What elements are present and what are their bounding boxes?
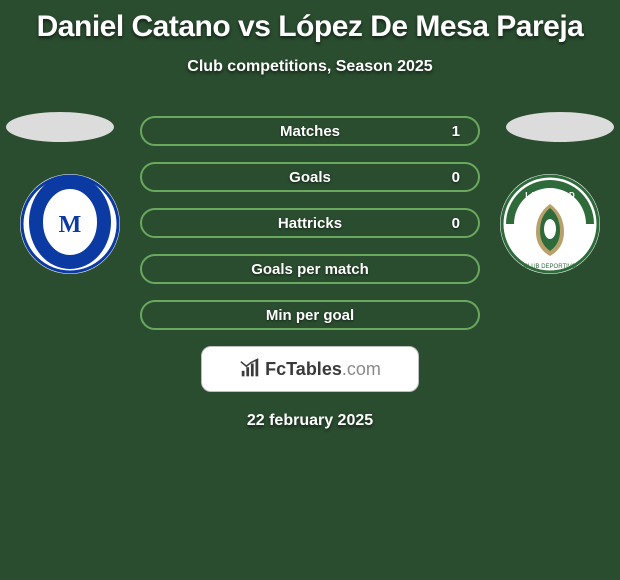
stat-label: Goals per match: [251, 261, 369, 278]
svg-text:CLUB DEPORTIVO: CLUB DEPORTIVO: [524, 264, 577, 270]
brand-name: FcTables: [265, 359, 342, 379]
stat-label: Goals: [289, 169, 331, 186]
comparison-content: M LA EQUIDAD CLUB DEPORTIVO Matches 1 Go…: [0, 116, 620, 430]
svg-text:LA EQUIDAD: LA EQUIDAD: [525, 191, 575, 200]
la-equidad-logo-icon: LA EQUIDAD CLUB DEPORTIVO: [500, 174, 600, 274]
team-badge-left: M: [20, 174, 120, 274]
page-title: Daniel Catano vs López De Mesa Pareja: [0, 0, 620, 44]
brand-suffix: .com: [342, 359, 381, 379]
svg-text:M: M: [59, 212, 82, 238]
stat-label: Matches: [280, 123, 340, 140]
stat-row-goals: Goals 0: [140, 162, 480, 192]
stat-row-hattricks: Hattricks 0: [140, 208, 480, 238]
stats-pills: Matches 1 Goals 0 Hattricks 0 Goals per …: [140, 116, 480, 330]
team-badge-right: LA EQUIDAD CLUB DEPORTIVO: [500, 174, 600, 274]
player-left-ellipse: [6, 112, 114, 142]
stat-value: 1: [452, 123, 460, 140]
date-text: 22 february 2025: [0, 412, 620, 430]
stat-row-matches: Matches 1: [140, 116, 480, 146]
millonarios-logo-icon: M: [20, 174, 120, 274]
chart-bars-icon: [239, 358, 261, 380]
stat-value: 0: [452, 169, 460, 186]
player-right-ellipse: [506, 112, 614, 142]
stat-label: Hattricks: [278, 215, 342, 232]
fctables-brand: FcTables.com: [201, 346, 419, 392]
stat-label: Min per goal: [266, 307, 354, 324]
subtitle: Club competitions, Season 2025: [0, 58, 620, 76]
stat-row-min-per-goal: Min per goal: [140, 300, 480, 330]
brand-text: FcTables.com: [265, 359, 381, 380]
stat-value: 0: [452, 215, 460, 232]
stat-row-goals-per-match: Goals per match: [140, 254, 480, 284]
